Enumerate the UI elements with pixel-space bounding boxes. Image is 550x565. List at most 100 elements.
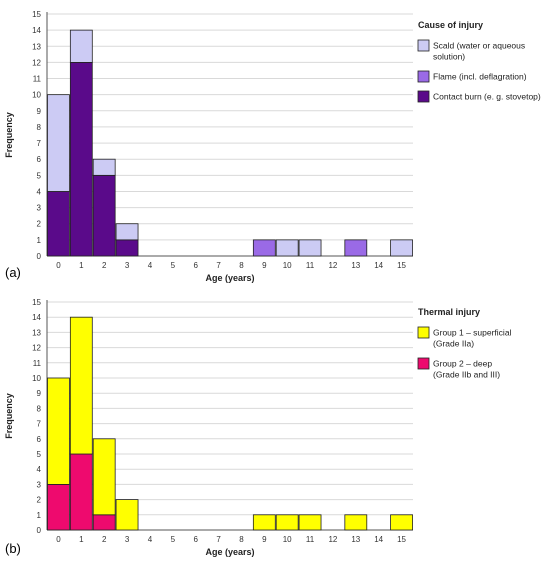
bar-segment [69, 316, 93, 455]
y-tick-label: 0 [37, 526, 42, 535]
x-tick-label: 0 [56, 535, 61, 544]
x-tick-label: 4 [148, 261, 153, 270]
bar-segment [92, 158, 116, 176]
legend-swatch [417, 39, 430, 52]
y-tick-label: 10 [32, 91, 41, 100]
legend-entry-label: (Grade IIb and III) [433, 370, 500, 380]
y-tick-label: 7 [37, 420, 42, 429]
y-tick-label: 10 [32, 374, 41, 383]
x-tick-label: 10 [283, 535, 292, 544]
x-tick-label: 8 [239, 261, 244, 270]
y-tick-label: 9 [37, 389, 42, 398]
legend-entry-label: Group 1 – superficial [433, 328, 512, 338]
x-tick-label: 1 [79, 535, 84, 544]
x-tick-label: 14 [374, 535, 383, 544]
legend-swatch [417, 70, 430, 83]
bar-segment [390, 239, 413, 257]
y-tick-label: 2 [37, 220, 42, 229]
legend-entry-label: Flame (incl. deflagration) [433, 72, 527, 82]
bar-segment [275, 239, 299, 257]
legend-swatch [417, 357, 430, 370]
x-tick-label: 9 [262, 535, 267, 544]
x-tick-label: 0 [56, 261, 61, 270]
legend-entry-label: Scald (water or aqueous [433, 41, 525, 51]
bar-segment [390, 514, 413, 531]
y-tick-label: 4 [37, 187, 42, 196]
x-tick-label: 12 [328, 261, 337, 270]
y-tick-label: 11 [33, 75, 42, 84]
bar-segment [47, 483, 70, 531]
x-tick-label: 4 [148, 535, 153, 544]
bar-segment [115, 239, 139, 257]
y-tick-label: 15 [32, 298, 41, 307]
x-tick-label: 12 [328, 535, 337, 544]
y-tick-label: 0 [37, 252, 42, 261]
bar-segment [275, 514, 299, 531]
y-tick-label: 14 [32, 26, 41, 35]
bar-segment [47, 94, 70, 192]
x-tick-label: 10 [283, 261, 292, 270]
y-tick-label: 5 [37, 450, 42, 459]
bar-segment [298, 239, 322, 257]
bar-segment [92, 174, 116, 257]
y-tick-label: 8 [37, 123, 42, 132]
bar-segment [252, 239, 276, 257]
bar-segment [344, 514, 368, 531]
x-tick-label: 2 [102, 261, 107, 270]
panel-label: (a) [5, 265, 21, 280]
x-tick-label: 8 [239, 535, 244, 544]
x-tick-label: 13 [351, 261, 360, 270]
legend: Cause of injury Scald (water or aqueousso… [417, 20, 541, 103]
y-tick-label: 12 [32, 344, 41, 353]
x-tick-label: 15 [397, 535, 406, 544]
y-tick-label: 4 [37, 465, 42, 474]
bar-segment [69, 453, 93, 531]
y-tick-label: 13 [32, 42, 41, 51]
y-tick-label: 5 [37, 171, 42, 180]
x-tick-label: 3 [125, 535, 130, 544]
legend-title: Thermal injury [418, 307, 480, 317]
x-tick-label: 14 [374, 261, 383, 270]
legend-entry-label: Contact burn (e. g. stovetop) [433, 92, 541, 102]
y-tick-label: 7 [37, 139, 42, 148]
y-tick-label: 15 [32, 10, 41, 19]
bar-segment [47, 191, 70, 257]
x-tick-label: 2 [102, 535, 107, 544]
y-tick-label: 14 [32, 313, 41, 322]
y-tick-label: 1 [37, 511, 42, 520]
bar-segment [92, 514, 116, 531]
y-tick-label: 6 [37, 435, 42, 444]
y-tick-label: 3 [37, 480, 42, 489]
x-tick-label: 7 [216, 535, 221, 544]
panel-label: (b) [5, 541, 21, 556]
x-tick-label: 13 [351, 535, 360, 544]
bar-segment [69, 29, 93, 63]
legend-title: Cause of injury [418, 20, 483, 30]
bar-segment [115, 499, 139, 531]
x-tick-label: 11 [306, 261, 315, 270]
x-tick-label: 9 [262, 261, 267, 270]
x-axis-title: Age (years) [205, 273, 254, 283]
x-tick-label: 5 [171, 535, 176, 544]
y-tick-label: 2 [37, 496, 42, 505]
bar-segment [92, 438, 116, 516]
x-tick-label: 6 [193, 261, 198, 270]
x-tick-label: 15 [397, 261, 406, 270]
y-axis-title: Frequency [4, 393, 14, 439]
legend-entry-label: solution) [433, 52, 465, 62]
bar-segment [252, 514, 276, 531]
y-tick-label: 3 [37, 204, 42, 213]
y-tick-label: 13 [32, 328, 41, 337]
y-tick-label: 6 [37, 155, 42, 164]
bar-segment [47, 377, 70, 485]
x-tick-label: 7 [216, 261, 221, 270]
y-axis-title: Frequency [4, 112, 14, 158]
legend-entry-label: (Grade IIa) [433, 339, 474, 349]
y-tick-label: 11 [33, 359, 42, 368]
y-tick-label: 12 [32, 58, 41, 67]
y-tick-label: 9 [37, 107, 42, 116]
